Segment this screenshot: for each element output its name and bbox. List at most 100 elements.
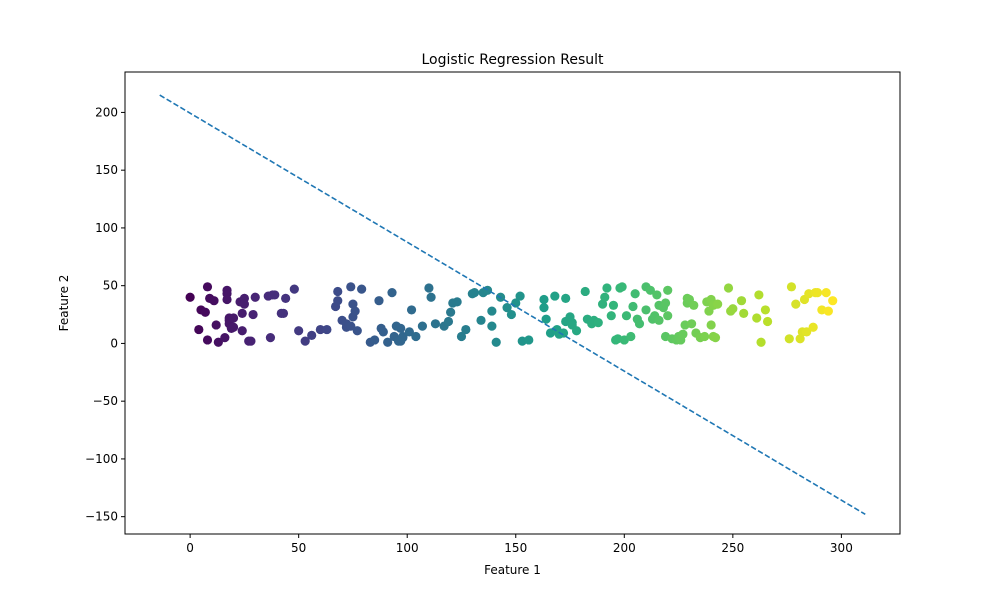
data-point xyxy=(524,335,534,345)
data-point xyxy=(383,337,393,347)
data-point xyxy=(228,322,239,332)
data-point xyxy=(315,324,325,335)
data-point xyxy=(802,327,812,337)
data-point xyxy=(370,335,380,345)
data-point xyxy=(404,327,414,337)
data-point xyxy=(443,316,454,327)
data-point xyxy=(211,320,221,330)
data-point xyxy=(600,292,610,302)
data-point xyxy=(278,308,289,318)
data-point xyxy=(265,333,276,343)
data-point xyxy=(663,285,673,295)
data-point xyxy=(430,319,441,329)
data-point xyxy=(812,288,823,298)
data-point xyxy=(294,326,304,336)
data-point xyxy=(322,324,332,335)
data-point xyxy=(476,315,486,325)
data-point xyxy=(617,282,627,292)
y-tick-label: −100 xyxy=(85,452,118,466)
data-point xyxy=(686,319,697,329)
data-point xyxy=(689,300,699,310)
data-point xyxy=(426,292,436,302)
data-point xyxy=(185,292,195,302)
data-point xyxy=(663,311,673,321)
x-tick-label: 200 xyxy=(613,541,636,555)
data-point xyxy=(645,285,655,295)
data-point xyxy=(411,331,421,342)
y-tick-label: 100 xyxy=(95,221,118,235)
axes-frame xyxy=(124,71,901,535)
y-tick-label: 200 xyxy=(95,105,118,119)
data-point xyxy=(706,320,716,330)
plot-area xyxy=(159,94,866,516)
data-point xyxy=(558,328,569,338)
data-point xyxy=(220,333,230,343)
data-point xyxy=(348,299,358,309)
data-point xyxy=(660,298,671,308)
data-point xyxy=(791,299,801,309)
data-point xyxy=(222,294,232,305)
data-point xyxy=(228,313,239,323)
data-point xyxy=(634,319,645,329)
data-point xyxy=(200,307,210,317)
data-point xyxy=(630,289,640,299)
data-point xyxy=(756,337,766,347)
data-point xyxy=(713,299,723,309)
data-point xyxy=(487,306,497,316)
data-point xyxy=(795,334,805,344)
data-point xyxy=(424,283,434,293)
y-tick-label: 150 xyxy=(95,163,118,177)
data-point xyxy=(752,313,762,323)
data-point xyxy=(539,303,549,313)
data-point xyxy=(250,292,260,302)
data-point xyxy=(461,324,471,335)
data-point xyxy=(602,283,612,293)
data-point xyxy=(784,334,794,344)
data-point xyxy=(209,296,219,306)
data-point xyxy=(710,333,721,343)
data-point xyxy=(446,307,456,317)
x-tick-label: 0 xyxy=(186,541,194,555)
y-tick-label: 50 xyxy=(103,279,118,293)
data-point xyxy=(736,296,747,306)
data-point xyxy=(202,282,213,292)
data-point xyxy=(289,284,299,294)
data-point xyxy=(606,311,616,321)
data-point xyxy=(333,296,343,306)
data-point xyxy=(417,321,428,331)
y-tick-label: 0 xyxy=(110,336,118,350)
data-point xyxy=(239,299,249,309)
y-tick-label: −150 xyxy=(85,510,118,524)
data-point xyxy=(300,336,310,346)
data-point xyxy=(739,308,749,318)
data-point xyxy=(580,286,590,297)
data-point xyxy=(491,337,501,347)
x-axis: 0 50 100 150 200 250 300 xyxy=(186,534,853,555)
y-tick-label: −50 xyxy=(93,394,118,408)
data-point xyxy=(760,305,771,315)
data-point xyxy=(786,282,797,292)
data-point xyxy=(728,304,738,314)
data-point xyxy=(456,331,467,342)
x-tick-label: 150 xyxy=(504,541,527,555)
data-point xyxy=(307,330,317,340)
y-axis: −150 −100 −50 0 50 100 150 200 xyxy=(85,105,125,524)
x-tick-label: 50 xyxy=(291,541,306,555)
data-point xyxy=(828,296,838,306)
data-point xyxy=(821,288,831,298)
decision-boundary-line xyxy=(159,94,866,516)
data-point xyxy=(515,291,525,301)
data-point xyxy=(333,286,343,297)
data-point xyxy=(213,337,223,347)
x-tick-label: 100 xyxy=(396,541,419,555)
data-point xyxy=(506,309,517,320)
data-point xyxy=(406,305,417,315)
data-point xyxy=(352,326,362,336)
data-point xyxy=(678,329,688,339)
data-point xyxy=(621,311,632,321)
data-point xyxy=(539,294,549,305)
data-point xyxy=(350,306,360,316)
data-point xyxy=(628,301,638,312)
data-point xyxy=(194,324,204,335)
data-point xyxy=(608,300,619,310)
